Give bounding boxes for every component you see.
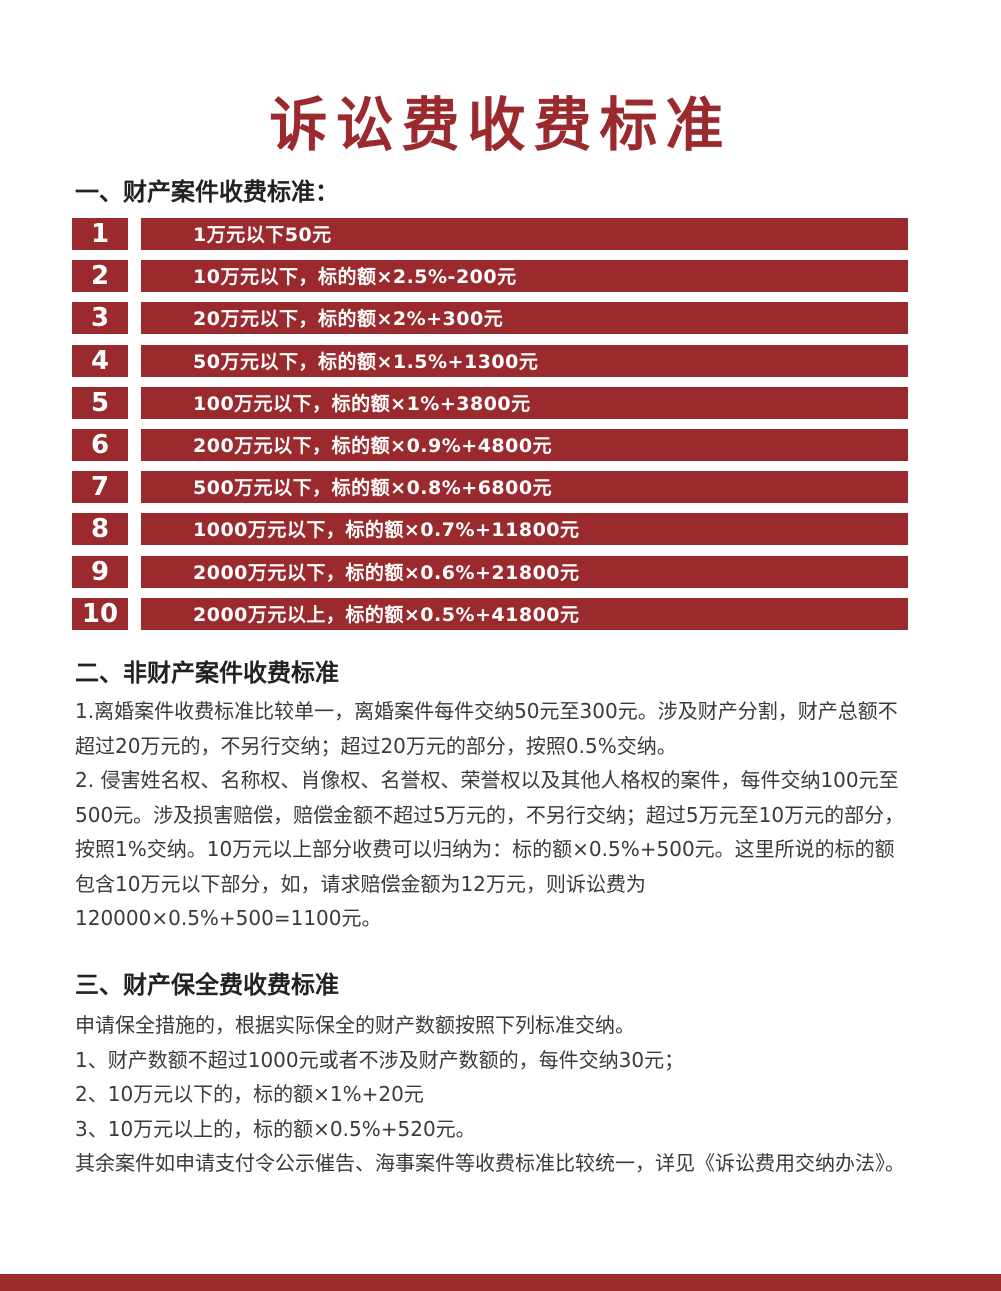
title: 诉讼费收费标准 [269,91,732,159]
fee-row: 8 1000万元以下，标的额×0.7%+11800元 [72,513,908,546]
row-text: 2000万元以下，标的额×0.6%+21800元 [193,561,580,584]
section-heading: 二、非财产案件收费标准 [75,659,339,687]
fee-row: 2 10万元以下，标的额×2.5%-200元 [72,260,908,293]
row-bar: 50万元以下，标的额×1.5%+1300元 [141,344,908,377]
paragraph: 申请保全措施的，根据实际保全的财产数额按照下列标准交纳。 [75,1013,635,1037]
paragraph: 3、10万元以上的，标的额×0.5%+520元。 [75,1116,476,1141]
row-bar: 2000万元以下，标的额×0.6%+21800元 [141,555,908,588]
fee-row: 1 1万元以下50元 [72,218,908,250]
footer-bar [0,1274,1001,1291]
row-number: 8 [72,513,128,546]
paragraph: 1.离婚案件收费标准比较单一，离婚案件每件交纳50元至300元。涉及财产分割，财… [75,699,898,758]
section-heading: 一、财产案件收费标准： [75,178,339,206]
row-bar: 500万元以下，标的额×0.8%+6800元 [141,471,908,504]
row-number: 3 [72,302,128,335]
fee-row: 10 2000万元以上，标的额×0.5%+41800元 [72,597,908,630]
row-bar: 2000万元以上，标的额×0.5%+41800元 [141,597,908,630]
fee-row: 3 20万元以下，标的额×2%+300元 [72,302,908,335]
row-text: 500万元以下，标的额×0.8%+6800元 [193,477,553,500]
section-body: 1.离婚案件收费标准比较单一，离婚案件每件交纳50元至300元。涉及财产分割，财… [75,694,910,936]
row-bar: 20万元以下，标的额×2%+300元 [141,302,908,335]
row-number: 1 [72,218,128,250]
row-bar: 100万元以下，标的额×1%+3800元 [141,386,908,419]
row-bar: 10万元以下，标的额×2.5%-200元 [141,260,908,293]
fee-row: 7 500万元以下，标的额×0.8%+6800元 [72,471,908,504]
fee-row: 6 200万元以下，标的额×0.9%+4800元 [72,429,908,461]
row-bar: 1万元以下50元 [141,218,908,250]
fee-row: 5 100万元以下，标的额×1%+3800元 [72,386,908,419]
row-number: 2 [72,260,128,293]
paragraph: 2. 侵害姓名权、名称权、肖像权、名誉权、荣誉权以及其他人格权的案件，每件交纳1… [75,768,905,930]
row-number: 6 [72,429,128,461]
row-text: 10万元以下，标的额×2.5%-200元 [193,266,517,289]
row-number: 5 [72,386,128,419]
row-number: 4 [72,344,128,377]
row-text: 200万元以下，标的额×0.9%+4800元 [193,435,553,457]
row-text: 20万元以下，标的额×2%+300元 [193,308,504,331]
row-text: 1万元以下50元 [193,224,332,246]
fee-row: 9 2000万元以下，标的额×0.6%+21800元 [72,555,908,588]
section-heading: 三、财产保全费收费标准 [75,971,339,999]
row-number: 10 [72,597,128,630]
row-bar: 1000万元以下，标的额×0.7%+11800元 [141,513,908,546]
row-bar: 200万元以下，标的额×0.9%+4800元 [141,429,908,461]
paragraph: 其余案件如申请支付令公示催告、海事案件等收费标准比较统一，详见《诉讼费用交纳办法… [75,1151,905,1175]
row-number: 7 [72,471,128,504]
fee-row: 4 50万元以下，标的额×1.5%+1300元 [72,344,908,377]
row-number: 9 [72,555,128,588]
row-text: 2000万元以上，标的额×0.5%+41800元 [193,603,580,626]
paragraph: 2、10万元以下的，标的额×1%+20元 [75,1082,424,1106]
row-text: 1000万元以下，标的额×0.7%+11800元 [193,519,580,542]
paragraph: 1、财产数额不超过1000元或者不涉及财产数额的，每件交纳30元； [75,1047,685,1072]
section-body: 申请保全措施的，根据实际保全的财产数额按照下列标准交纳。 1、财产数额不超过100… [75,1008,910,1181]
row-text: 50万元以下，标的额×1.5%+1300元 [193,350,539,373]
row-text: 100万元以下，标的额×1%+3800元 [193,392,531,415]
